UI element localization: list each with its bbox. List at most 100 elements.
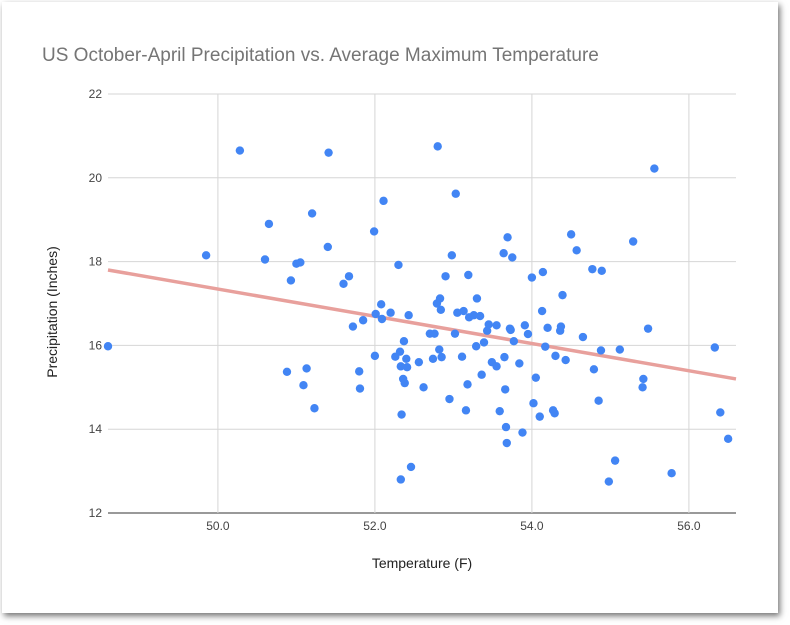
trendline-layer	[107, 268, 737, 381]
data-point	[235, 146, 245, 155]
data-point	[588, 264, 597, 274]
data-point	[339, 279, 348, 289]
data-point	[397, 410, 406, 419]
data-point	[572, 246, 581, 255]
data-point	[610, 456, 620, 465]
data-point	[535, 412, 544, 421]
data-point	[450, 329, 460, 338]
data-point	[531, 373, 541, 382]
y-tick-label: 20	[89, 171, 103, 185]
axis-ticks: 12 14 16 18 20 22 50.0 52.0 54.0 56.0	[89, 87, 701, 533]
data-point	[299, 381, 308, 390]
data-point	[414, 357, 424, 367]
data-point	[566, 230, 576, 239]
data-point	[402, 354, 411, 364]
data-point	[430, 329, 439, 338]
data-point	[453, 308, 462, 317]
data-point	[459, 306, 468, 316]
data-point	[643, 324, 653, 333]
data-point	[103, 342, 113, 351]
data-point	[558, 290, 567, 300]
data-point	[201, 251, 211, 260]
data-point	[344, 272, 354, 281]
data-point	[447, 251, 457, 260]
data-point	[396, 475, 406, 484]
data-point	[500, 352, 509, 362]
data-point	[508, 253, 517, 262]
data-point	[578, 332, 588, 342]
data-point	[520, 321, 530, 330]
data-point	[515, 359, 524, 368]
data-point	[302, 364, 311, 373]
gridlines	[108, 93, 736, 514]
x-axis-label: Temperature (F)	[372, 555, 472, 571]
data-point	[355, 367, 364, 376]
data-point	[457, 352, 467, 361]
data-point	[324, 148, 333, 157]
data-point	[355, 384, 365, 393]
data-point	[523, 329, 533, 339]
data-point	[723, 434, 733, 444]
data-point	[556, 322, 566, 331]
data-point	[543, 323, 552, 333]
data-point	[323, 242, 332, 252]
data-point	[436, 305, 446, 314]
data-point	[445, 394, 454, 404]
data-point	[358, 316, 368, 325]
data-point	[282, 367, 292, 376]
data-point	[527, 273, 537, 282]
data-point	[310, 404, 319, 413]
data-point	[369, 227, 379, 236]
y-tick-label: 14	[89, 422, 103, 436]
data-point	[348, 322, 358, 331]
data-point	[377, 314, 387, 324]
data-point	[402, 362, 412, 372]
data-point	[597, 266, 606, 276]
x-tick-label: 54.0	[520, 519, 544, 533]
data-point	[499, 249, 508, 258]
data-point	[307, 209, 317, 218]
data-point	[435, 345, 444, 354]
data-point	[479, 338, 489, 347]
data-points	[103, 142, 733, 486]
data-point	[394, 260, 403, 270]
data-point	[469, 311, 479, 320]
data-point	[406, 462, 416, 472]
data-point	[404, 311, 413, 320]
data-point	[441, 272, 450, 281]
data-point	[650, 164, 659, 173]
data-point	[419, 383, 428, 392]
data-point	[509, 337, 519, 346]
x-tick-label: 56.0	[677, 519, 701, 533]
data-point	[437, 352, 446, 362]
data-point	[596, 346, 606, 355]
data-point	[400, 378, 409, 388]
chart-card	[2, 2, 778, 613]
data-point	[482, 326, 492, 335]
data-point	[296, 258, 305, 267]
data-point	[492, 362, 501, 371]
data-point	[433, 142, 442, 151]
data-point	[370, 351, 380, 361]
y-tick-label: 18	[89, 255, 103, 269]
data-point	[518, 428, 527, 437]
data-point	[628, 237, 638, 246]
data-point	[550, 409, 559, 418]
data-point	[589, 365, 599, 374]
data-point	[379, 196, 388, 206]
data-point	[501, 385, 510, 394]
data-point	[451, 189, 460, 198]
x-tick-label: 50.0	[206, 519, 230, 533]
data-point	[264, 219, 274, 229]
data-point	[537, 306, 547, 316]
data-point	[501, 422, 511, 432]
y-tick-label: 16	[89, 338, 103, 352]
data-point	[376, 300, 386, 309]
data-point	[386, 308, 395, 317]
data-point	[471, 342, 481, 351]
data-point	[428, 354, 438, 364]
data-point	[604, 477, 614, 486]
data-point	[463, 380, 472, 389]
data-point	[492, 321, 501, 330]
